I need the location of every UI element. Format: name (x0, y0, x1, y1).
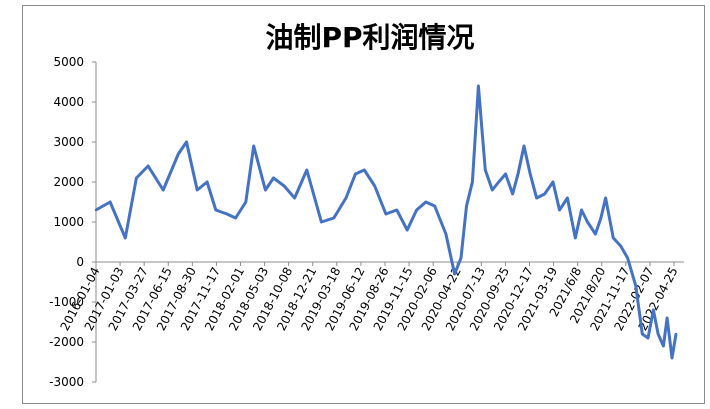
data-point (293, 196, 296, 200)
chart-frame (22, 5, 705, 404)
data-point (354, 172, 357, 176)
data-point (641, 332, 644, 336)
data-point (535, 196, 538, 200)
data-point (484, 168, 487, 172)
data-point (162, 188, 165, 192)
data-point (459, 256, 463, 260)
data-point (444, 232, 448, 236)
data-point (511, 192, 514, 196)
data-point (244, 200, 247, 204)
data-point (205, 180, 209, 184)
data-point (185, 140, 188, 144)
y-tick-label: 2000 (53, 175, 84, 189)
data-point (634, 284, 637, 288)
data-point (264, 188, 267, 192)
data-point (433, 204, 436, 208)
data-point (305, 168, 308, 172)
data-point (177, 152, 180, 156)
data-point (566, 196, 569, 200)
data-point (471, 180, 474, 184)
data-point (551, 180, 555, 184)
data-point (665, 316, 669, 320)
data-point (332, 216, 335, 220)
data-point (196, 188, 199, 192)
data-point (652, 308, 655, 312)
data-point (406, 228, 409, 232)
y-tick-label: 3000 (53, 135, 84, 149)
y-axis: 5000 4000 3000 2000 1000 0 -1000 -2000 -3000 (49, 55, 97, 389)
y-tick-label: 4000 (53, 95, 84, 109)
data-point (522, 144, 526, 148)
data-point (124, 236, 127, 240)
data-point (453, 272, 456, 276)
data-point (320, 220, 323, 224)
data-point (465, 204, 468, 208)
data-point (619, 244, 622, 248)
data-point (529, 172, 532, 176)
x-axis: 2016-01-042017-01-032017-03-272017-06-15… (58, 261, 684, 333)
data-point (558, 208, 561, 212)
data-point (604, 196, 607, 200)
data-point (272, 176, 275, 180)
data-point (234, 216, 237, 220)
data-point (662, 344, 665, 348)
data-point (574, 236, 577, 240)
data-point (580, 208, 583, 212)
series-line (95, 84, 678, 360)
data-point (373, 184, 376, 188)
data-point (491, 188, 494, 192)
data-point (516, 172, 520, 176)
data-point (108, 200, 112, 204)
data-point (481, 132, 484, 136)
data-point (384, 212, 388, 216)
data-point (135, 176, 138, 180)
data-point (504, 172, 507, 176)
y-tick-label: 1000 (53, 215, 84, 229)
data-point (543, 192, 546, 196)
data-point (594, 232, 597, 236)
data-point (586, 220, 589, 224)
data-point (283, 184, 286, 188)
y-tick-label: -2000 (49, 335, 84, 349)
data-point (670, 356, 674, 360)
data-point (214, 208, 217, 212)
data-point (656, 332, 660, 336)
data-point (146, 164, 150, 168)
data-point (344, 196, 348, 200)
y-tick-label: -3000 (49, 375, 84, 389)
data-point (674, 332, 678, 336)
data-point (415, 208, 418, 212)
data-point (497, 180, 500, 184)
chart-title: 油制PP利润情况 (265, 21, 474, 54)
data-point (646, 336, 650, 340)
data-point (626, 256, 629, 260)
data-point (477, 84, 480, 88)
y-tick-label: -1000 (49, 295, 84, 309)
data-point (363, 168, 366, 172)
y-tick-label: 5000 (53, 55, 84, 69)
data-point (252, 144, 255, 148)
data-point (94, 208, 98, 212)
data-point (424, 200, 427, 204)
data-point (395, 208, 398, 212)
y-tick-label: 0 (76, 255, 84, 269)
data-point (599, 216, 603, 220)
data-point (225, 212, 229, 216)
data-point (612, 236, 615, 240)
plot-area (94, 84, 678, 360)
